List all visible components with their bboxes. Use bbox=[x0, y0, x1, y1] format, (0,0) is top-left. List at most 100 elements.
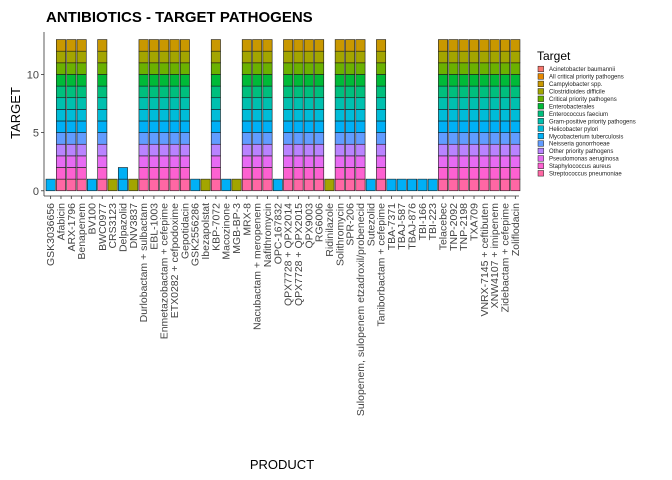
bar-segment bbox=[210, 143, 221, 157]
bar-segment bbox=[500, 155, 510, 168]
bar-segment bbox=[76, 39, 87, 52]
bar-segment bbox=[76, 178, 87, 192]
legend-title: Target bbox=[537, 49, 571, 63]
bar-segment bbox=[438, 62, 448, 75]
bar bbox=[458, 39, 469, 192]
x-axis-label: PRODUCT bbox=[250, 457, 314, 472]
x-tick-label: Zidebactam + cefepime bbox=[499, 203, 511, 313]
bar-segment bbox=[314, 178, 325, 192]
x-tick-label: SPR-206 bbox=[345, 203, 357, 246]
bar-segment bbox=[345, 143, 356, 157]
bar-segment bbox=[252, 120, 263, 133]
bar-segment bbox=[76, 167, 87, 180]
bar-segment bbox=[190, 178, 201, 192]
bar-segment bbox=[241, 50, 252, 64]
legend-label: Enterobacterales bbox=[549, 104, 594, 110]
bar-segment bbox=[334, 50, 345, 64]
legend-item: Helicobacter pylori bbox=[537, 125, 598, 133]
chart-title: ANTIBIOTICS - TARGET PATHOGENS bbox=[46, 9, 313, 26]
bar-segment bbox=[138, 132, 149, 145]
bar-segment bbox=[138, 167, 149, 180]
legend-item: Gram-positive priority pathogens bbox=[537, 118, 636, 125]
bar-segment bbox=[458, 62, 469, 75]
legend-label: Gram-positive priority pathogens bbox=[549, 119, 636, 125]
legend-swatch bbox=[537, 170, 544, 177]
bar-segment bbox=[469, 155, 479, 168]
bar-segment bbox=[510, 39, 521, 52]
bar-segment bbox=[334, 178, 345, 192]
bar-segment bbox=[355, 109, 366, 122]
legend-swatch bbox=[537, 147, 544, 154]
bar-segment bbox=[117, 178, 128, 192]
bar-segment bbox=[438, 143, 448, 157]
x-tick-label: TBI-166 bbox=[417, 203, 429, 241]
bar-segment bbox=[376, 50, 387, 64]
bar-segment bbox=[293, 85, 304, 99]
bar-segment bbox=[66, 143, 77, 157]
legend-swatch bbox=[537, 110, 544, 117]
bar-segment bbox=[479, 85, 490, 99]
bar-segment bbox=[469, 178, 479, 192]
bar-segment bbox=[138, 74, 149, 87]
bar-segment bbox=[97, 155, 108, 168]
bar-segment bbox=[283, 62, 294, 75]
bar-segment bbox=[345, 120, 356, 133]
bar-segment bbox=[510, 85, 521, 99]
bar-segment bbox=[76, 132, 87, 145]
bar-segment bbox=[293, 50, 304, 64]
bar-segment bbox=[148, 143, 159, 157]
bar-segment bbox=[438, 178, 448, 192]
x-tick-label: Sutezolid bbox=[365, 203, 377, 246]
legend-label: Critical priority pathogens bbox=[549, 97, 617, 103]
bar-segment bbox=[314, 155, 325, 168]
bar bbox=[324, 178, 335, 192]
bar-segment bbox=[510, 109, 521, 122]
bar-segment bbox=[148, 120, 159, 133]
bar-segment bbox=[66, 120, 77, 133]
bar bbox=[97, 39, 108, 192]
bar bbox=[272, 178, 283, 192]
bar bbox=[138, 39, 149, 192]
bar-segment bbox=[138, 143, 149, 157]
legend-swatch bbox=[537, 155, 544, 162]
bar-segment bbox=[345, 178, 356, 192]
legend-label: All critical priority pathogens bbox=[549, 75, 624, 81]
bar-segment bbox=[231, 178, 242, 192]
bar-segment bbox=[283, 132, 294, 145]
bar-segment bbox=[345, 155, 356, 168]
bar-segment bbox=[262, 109, 273, 122]
bar-segment bbox=[500, 39, 510, 52]
bar-segment bbox=[179, 155, 190, 168]
x-tick-label: Delpazolid bbox=[117, 203, 129, 252]
bar-segment bbox=[458, 120, 469, 133]
bar-segment bbox=[345, 132, 356, 145]
x-tick-label: Benapenem bbox=[76, 203, 88, 260]
bar-segment bbox=[355, 155, 366, 168]
bar-segment bbox=[241, 155, 252, 168]
bar-segment bbox=[76, 97, 87, 110]
bar-segment bbox=[376, 155, 387, 168]
bar-segment bbox=[355, 120, 366, 133]
bar-segment bbox=[510, 50, 521, 64]
legend-item: Enterobacterales bbox=[537, 103, 594, 110]
legend-swatch bbox=[537, 162, 544, 169]
bar bbox=[190, 178, 201, 192]
bar-segment bbox=[241, 74, 252, 87]
x-tick-label: DNV3837 bbox=[128, 203, 140, 249]
bar-segment bbox=[479, 97, 490, 110]
bar-segment bbox=[448, 167, 459, 180]
bar-segment bbox=[66, 178, 77, 192]
bar-segment bbox=[66, 85, 77, 99]
bar-segment bbox=[210, 178, 221, 192]
legend-item: Staphylococcus aureus bbox=[537, 162, 611, 170]
bar-segment bbox=[334, 109, 345, 122]
bar-segment bbox=[159, 74, 170, 87]
bar-segment bbox=[262, 155, 273, 168]
bar-segment bbox=[169, 155, 180, 168]
bar-segment bbox=[66, 167, 77, 180]
legend-swatch bbox=[537, 133, 544, 140]
bar-segment bbox=[76, 62, 87, 75]
bar-segment bbox=[479, 155, 490, 168]
bar-segment bbox=[479, 109, 490, 122]
bar-segment bbox=[159, 132, 170, 145]
